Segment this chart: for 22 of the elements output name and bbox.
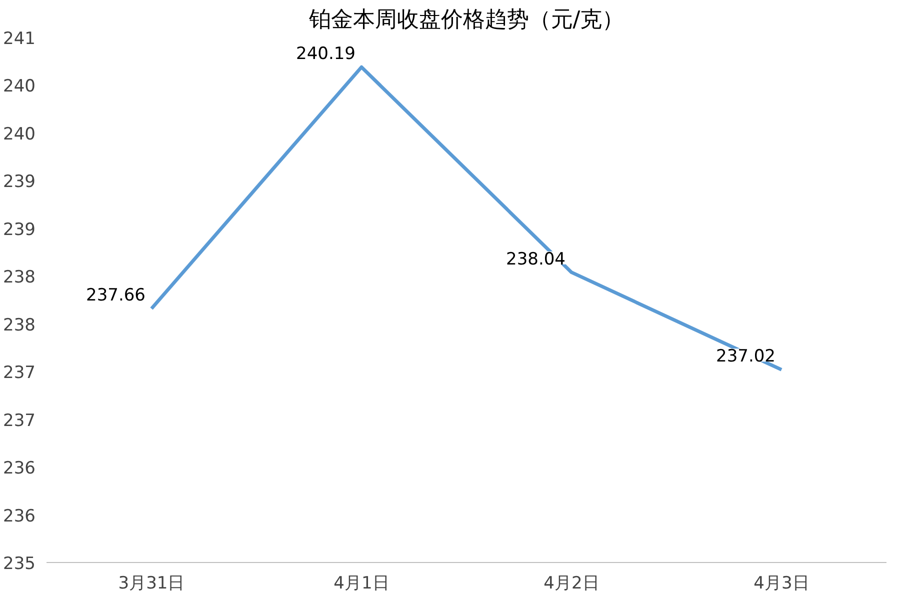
y-tick-label: 241 <box>3 29 36 49</box>
y-tick-label: 237 <box>3 363 36 384</box>
y-tick-label: 236 <box>3 458 36 479</box>
y-tick-label: 240 <box>3 124 36 144</box>
chart-title: 铂金本周收盘价格趋势（元/克） <box>308 8 624 32</box>
y-tick-label: 239 <box>3 220 36 240</box>
y-tick-label: 237 <box>3 410 36 431</box>
data-label: 237.02 <box>716 346 776 367</box>
x-tick-label: 4月1日 <box>334 574 390 594</box>
y-tick-label: 240 <box>3 76 36 97</box>
data-label: 237.66 <box>86 286 146 306</box>
y-tick-label: 238 <box>3 268 36 288</box>
y-tick-label: 236 <box>3 506 36 526</box>
x-tick-label: 4月3日 <box>754 574 810 594</box>
x-tick-label: 4月2日 <box>544 574 600 594</box>
y-tick-label: 235 <box>3 554 36 574</box>
data-label: 238.04 <box>506 249 566 270</box>
data-label: 240.19 <box>296 44 356 64</box>
x-tick-label: 3月31日 <box>118 574 185 594</box>
line-series <box>150 65 784 372</box>
y-tick-label: 239 <box>3 172 36 192</box>
y-tick-label: 238 <box>3 315 36 336</box>
